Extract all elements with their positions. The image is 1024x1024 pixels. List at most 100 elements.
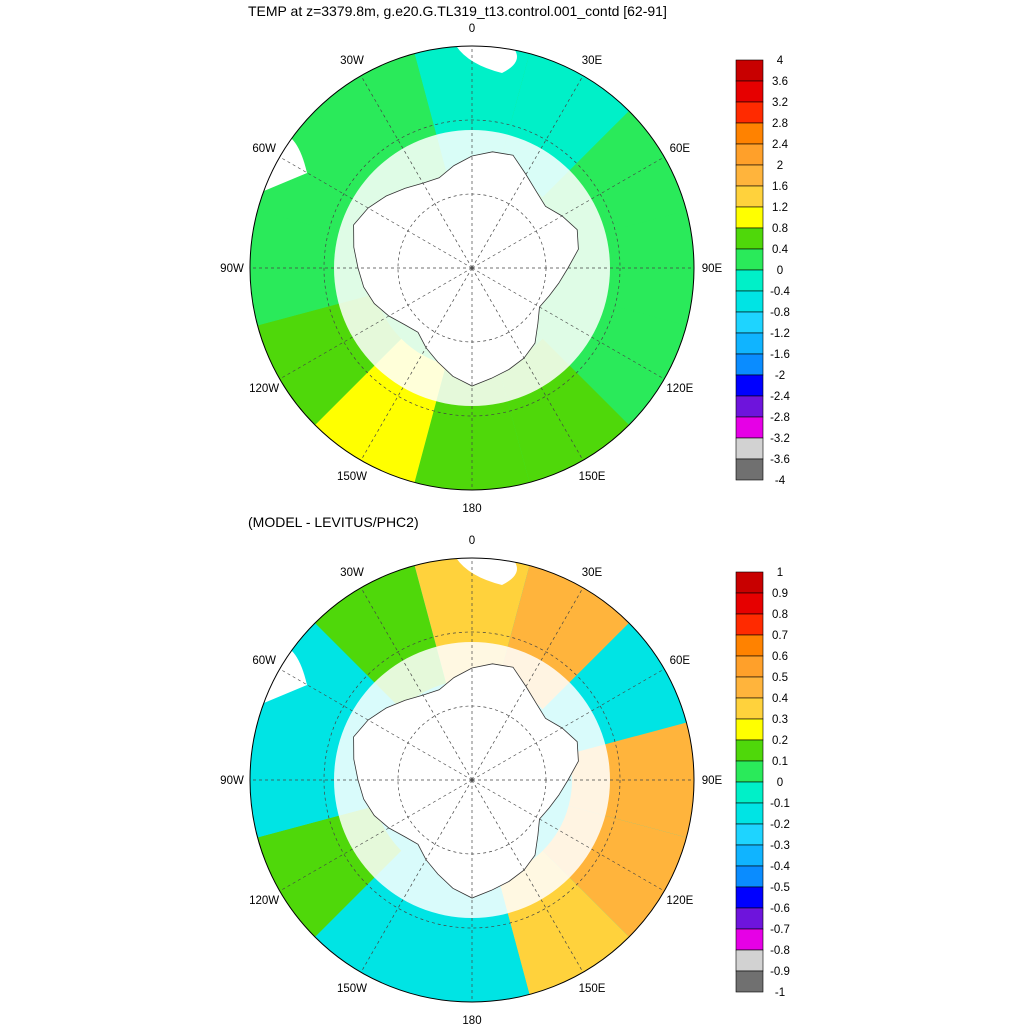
colorbar-label: 0.4 <box>772 693 789 705</box>
colorbar-swatch <box>735 718 764 741</box>
colorbar-label: 0.8 <box>772 609 788 621</box>
colorbar-swatch <box>735 437 764 460</box>
colorbar-swatch <box>735 844 764 867</box>
colorbar-label: -0.3 <box>770 840 790 852</box>
latitude-circle <box>323 119 621 417</box>
colorbar-label: -0.4 <box>770 861 790 873</box>
lon-label-e60: 60E <box>670 655 691 667</box>
colorbar-swatch <box>735 332 764 355</box>
colorbar-label: 1 <box>777 567 783 579</box>
colorbar-swatch <box>735 269 764 292</box>
colorbar-swatch <box>735 676 764 699</box>
lon-label-e150: 150E <box>579 471 606 483</box>
colorbar-label: -2 <box>775 370 785 382</box>
colorbar-swatch <box>735 290 764 313</box>
temperature-polar-map: 0 30E 60E 90E 120E 150E 180 150W 120W 90W 60W 30W 4 3… <box>220 23 791 512</box>
colorbar-label: -0.8 <box>770 307 790 319</box>
meridian-line <box>360 779 473 973</box>
meridian-line <box>471 75 584 269</box>
colorbar-label: -0.1 <box>770 798 790 810</box>
colorbar-swatch <box>735 634 764 657</box>
colorbar-label: -3.2 <box>770 433 790 445</box>
lon-label-w90: 90W <box>220 263 244 275</box>
meridian-line <box>471 779 584 973</box>
lon-label-e90: 90E <box>702 775 723 787</box>
colorbar-swatch <box>735 122 764 145</box>
meridian-line <box>360 267 473 461</box>
colorbar-label: -2.8 <box>770 412 790 424</box>
colorbar-label: 2.8 <box>772 118 788 130</box>
colorbar-label: -0.7 <box>770 924 790 936</box>
lon-label-e60: 60E <box>670 143 691 155</box>
colorbar-label: -0.2 <box>770 819 790 831</box>
meridian-line <box>471 668 665 781</box>
colorbar-label: 0.8 <box>772 223 788 235</box>
colorbar-swatch <box>735 353 764 376</box>
lon-label-w90: 90W <box>220 775 244 787</box>
lon-label-top: 0 <box>469 23 475 35</box>
temperature-map-panel: 0 30E 60E 90E 120E 150E 180 150W 120W 90W 60W 30W 4 3… <box>220 23 791 512</box>
colorbar-swatch <box>735 206 764 229</box>
colorbar-label: 1.2 <box>772 202 788 214</box>
colorbar-swatch <box>735 781 764 804</box>
colorbar-swatch <box>735 886 764 909</box>
graticule <box>250 558 694 1002</box>
meridian-line <box>279 779 473 892</box>
colorbar-swatch <box>735 311 764 334</box>
colorbar-swatch <box>735 248 764 271</box>
colorbar-swatch <box>735 416 764 439</box>
colorbar-swatch <box>735 970 764 993</box>
colorbar-label: -0.6 <box>770 903 790 915</box>
colorbar-label: 3.6 <box>772 76 788 88</box>
lon-label-w120: 120W <box>249 383 279 395</box>
colorbar-label: -0.9 <box>770 966 790 978</box>
meridian-line <box>279 668 473 781</box>
colorbar-label: -3.6 <box>770 454 790 466</box>
colorbar-label: 0.3 <box>772 714 788 726</box>
colorbar-label: -1.2 <box>770 328 790 340</box>
meridian-line <box>471 779 665 892</box>
lon-label-top: 0 <box>469 535 475 547</box>
meridian-line <box>471 267 584 461</box>
colorbar-swatch <box>735 101 764 124</box>
lon-label-e120: 120E <box>666 895 693 907</box>
colorbar-swatch <box>735 655 764 678</box>
lon-label-w30: 30W <box>340 55 364 67</box>
difference-map-panel: 0 30E 60E 90E 120E 150E 180 150W 120W 90W 60W 30W 1 0… <box>0 512 1024 1024</box>
map-title-top: TEMP at z=3379.8m, g.e20.G.TL319_t13.con… <box>248 3 667 19</box>
lon-label-w30: 30W <box>340 567 364 579</box>
colorbar-label: 0 <box>777 265 783 277</box>
colorbar-swatch <box>735 227 764 250</box>
colorbar-swatch <box>735 143 764 166</box>
colorbar: 4 3.6 3.2 2.8 2.4 2 1.6 1.2 0.8 0.4 0 -0.4 -0.8 -1.2 -… <box>735 55 791 487</box>
colorbar-label: 0.9 <box>772 588 788 600</box>
difference-polar-map: 0 30E 60E 90E 120E 150E 180 150W 120W 90W 60W 30W 1 0… <box>220 535 791 1024</box>
colorbar-swatch <box>735 592 764 615</box>
map-border <box>249 45 695 491</box>
colorbar-swatch <box>735 395 764 418</box>
colorbar-label: -1 <box>775 987 785 999</box>
colorbar-label: 2.4 <box>772 139 789 151</box>
colorbar-label: 3.2 <box>772 97 788 109</box>
colorbar: 1 0.9 0.8 0.7 0.6 0.5 0.4 0.3 0.2 0.1 0 -0.1 -0.2 -0.… <box>735 567 791 999</box>
lon-label-e30: 30E <box>582 55 603 67</box>
colorbar-label: 0.1 <box>772 756 788 768</box>
colorbar-swatch <box>735 458 764 481</box>
meridian-line <box>279 156 473 269</box>
colorbar-label: -0.5 <box>770 882 790 894</box>
latitude-circle <box>323 631 621 929</box>
colorbar-label: -1.6 <box>770 349 790 361</box>
lon-label-w60: 60W <box>252 143 276 155</box>
colorbar-label: -0.4 <box>770 286 790 298</box>
lon-label-w150: 150W <box>337 471 367 483</box>
meridian-line <box>360 75 473 269</box>
meridian-line <box>279 267 473 380</box>
lon-label-w120: 120W <box>249 895 279 907</box>
colorbar-swatch <box>735 697 764 720</box>
graticule <box>250 46 694 490</box>
colorbar-swatch <box>735 59 764 82</box>
colorbar-swatch <box>735 928 764 951</box>
colorbar-label: 0.5 <box>772 672 788 684</box>
colorbar-label: 0.7 <box>772 630 788 642</box>
colorbar-label: 1.6 <box>772 181 788 193</box>
